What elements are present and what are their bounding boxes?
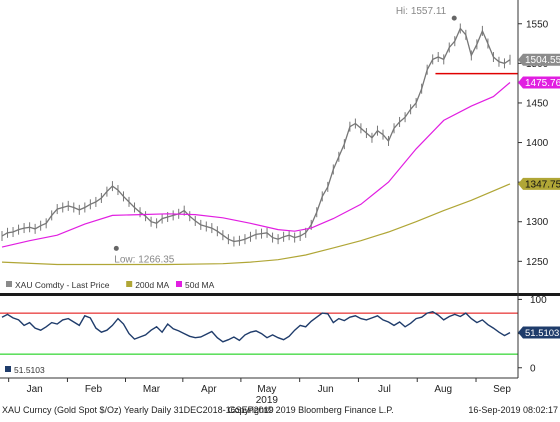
high-marker — [451, 15, 457, 21]
legend-swatch — [126, 281, 133, 287]
legend-box — [0, 276, 215, 292]
month-label: Jul — [378, 384, 391, 395]
legend-label: 200d MA — [135, 280, 169, 290]
year-label: 2019 — [256, 395, 279, 406]
price-tick-label: 1250 — [526, 257, 549, 268]
month-label: Feb — [85, 384, 103, 395]
price-plot-area — [0, 0, 518, 293]
low-label: Low: 1266.35 — [114, 254, 174, 265]
footer-timestamp: 16-Sep-2019 08:02:17 — [468, 405, 558, 415]
rsi-value-tag-text: 51.5103 — [525, 328, 559, 339]
ma200-tag-text: 1347.75 — [525, 179, 560, 190]
rsi-plot-area — [0, 296, 518, 378]
low-marker — [113, 245, 119, 251]
footer-left: XAU Curncy (Gold Spot $/Oz) Yearly Daily… — [2, 405, 274, 415]
legend-swatch — [176, 281, 182, 287]
month-label: Apr — [201, 384, 217, 395]
last-price-tag-bg — [518, 53, 560, 66]
rsi-value-tag: 51.5103 — [518, 326, 560, 339]
month-label: Sep — [493, 384, 511, 395]
ma50-tag: 1475.76 — [518, 76, 560, 89]
month-label: Jun — [318, 384, 334, 395]
last-price-tag: 1504.55 — [518, 53, 560, 66]
price-tick-label: 1300 — [526, 217, 549, 228]
rsi-legend-swatch — [5, 366, 11, 372]
panel-divider — [0, 293, 560, 296]
footer: XAU Curncy (Gold Spot $/Oz) Yearly Daily… — [2, 405, 558, 415]
high-label: Hi: 1557.11 — [396, 6, 447, 17]
ma50-tag-bg — [518, 76, 560, 89]
rsi-tick-label: 0 — [530, 363, 536, 374]
axes: 12501300135014001450150015500501001504.5… — [0, 0, 560, 406]
price-legend: XAU Comdty - Last Price 200d MA 50d MA — [0, 276, 215, 292]
ma200-series-line — [1, 183, 511, 266]
month-label: Aug — [434, 384, 452, 395]
price-tick-label: 1400 — [526, 138, 549, 149]
month-label: Jan — [27, 384, 43, 395]
rsi-legend-box — [0, 361, 50, 376]
rsi-value-tag-bg — [518, 326, 560, 339]
rsi-series-line — [1, 310, 511, 343]
ma50-tag-text: 1475.76 — [525, 78, 560, 89]
last-price-tag-text: 1504.55 — [525, 55, 560, 66]
rsi-legend: 51.5103 — [0, 361, 50, 376]
rsi-legend-label: 51.5103 — [14, 365, 45, 375]
ma200-tag: 1347.75 — [518, 177, 560, 190]
price-panel: Hi: 1557.11 Low: 1266.35 XAU Comdty - Last… — [0, 0, 518, 293]
price-tick-label: 1550 — [526, 19, 549, 30]
ma50-series-line — [1, 82, 511, 248]
rsi-panel: 51.5103 — [0, 296, 518, 378]
rsi-tick-label: 100 — [530, 295, 547, 306]
legend-label: XAU Comdty - Last Price — [15, 280, 110, 290]
month-label: Mar — [143, 384, 161, 395]
month-label: May — [257, 384, 276, 395]
ma200-tag-bg — [518, 177, 560, 190]
legend-swatch — [6, 281, 12, 287]
footer-copyright: Copyright© 2019 Bloomberg Finance L.P. — [228, 405, 394, 415]
legend-label: 50d MA — [185, 280, 215, 290]
price-tick-label: 1450 — [526, 98, 549, 109]
